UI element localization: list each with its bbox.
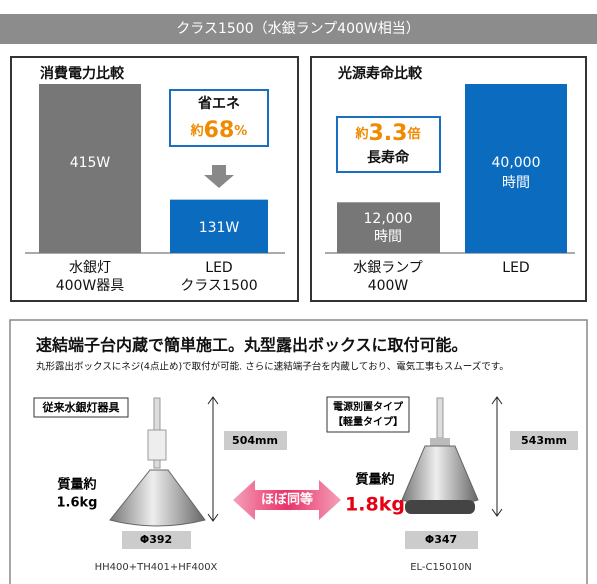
lamp-pole xyxy=(437,398,443,438)
lamp-box xyxy=(148,430,166,460)
tag-text: 【軽量タイプ】 xyxy=(333,415,403,428)
description: 丸形露出ボックスにネジ(4点止め)で取付が可能. さらに速結端子台を内蔵しており… xyxy=(36,361,509,373)
bar xyxy=(337,202,440,253)
tag-text: 電源別置タイプ xyxy=(333,400,404,413)
prefix: 約 xyxy=(354,126,368,142)
category: LED xyxy=(205,260,232,276)
comparison: ほぼ同等 xyxy=(261,492,313,508)
header-title: クラス1500（水銀ランプ400W相当） xyxy=(176,21,420,37)
model: EL-C15010N xyxy=(410,562,472,573)
bar-label: 時間 xyxy=(374,229,402,245)
diameter: Φ392 xyxy=(140,533,172,546)
bar-label: 時間 xyxy=(502,175,530,191)
height: 504mm xyxy=(232,434,278,447)
callout-label: 省エネ xyxy=(197,95,240,112)
infographic: クラス1500（水銀ランプ400W相当） 消費電力比較 415W 131W 省エ… xyxy=(0,0,597,584)
weight: 1.6kg xyxy=(57,496,98,511)
tag-text: 従来水銀灯器具 xyxy=(42,400,120,414)
bar-label: 40,000 xyxy=(492,155,541,171)
category: 水銀灯 xyxy=(69,260,111,276)
bar-label: 131W xyxy=(199,220,240,236)
category: 水銀ランプ xyxy=(353,260,423,276)
diameter: Φ347 xyxy=(425,533,457,546)
unit: % xyxy=(234,124,247,139)
unit: 倍 xyxy=(406,126,420,142)
model: HH400+TH401+HF400X xyxy=(95,562,218,573)
lamp-cap xyxy=(430,438,450,446)
prefix: 約 xyxy=(190,123,204,139)
category: 400W xyxy=(368,278,409,294)
panel-title: 光源寿命比較 xyxy=(337,65,423,82)
height: 543mm xyxy=(521,434,567,447)
value: 3.3 xyxy=(369,121,408,146)
bar-label: 12,000 xyxy=(364,211,413,227)
weight-label: 質量約 xyxy=(57,477,96,493)
category: 400W器具 xyxy=(56,278,125,294)
lamp-base xyxy=(405,500,475,514)
heading: 速結端子台内蔵で簡単施工。丸型露出ボックスに取付可能。 xyxy=(36,336,468,355)
category: LED xyxy=(502,260,529,276)
panel xyxy=(10,320,587,584)
page: {"header": {"title": "クラス1500（水銀ランプ400W相… xyxy=(0,0,597,584)
callout-label: 長寿命 xyxy=(367,149,410,166)
category: クラス1500 xyxy=(180,278,257,294)
weight-label: 質量約 xyxy=(355,472,394,488)
value: 68 xyxy=(204,118,235,143)
panel-title: 消費電力比較 xyxy=(40,65,125,82)
weight: 1.8kg xyxy=(345,494,405,516)
bar-label: 415W xyxy=(70,155,111,171)
